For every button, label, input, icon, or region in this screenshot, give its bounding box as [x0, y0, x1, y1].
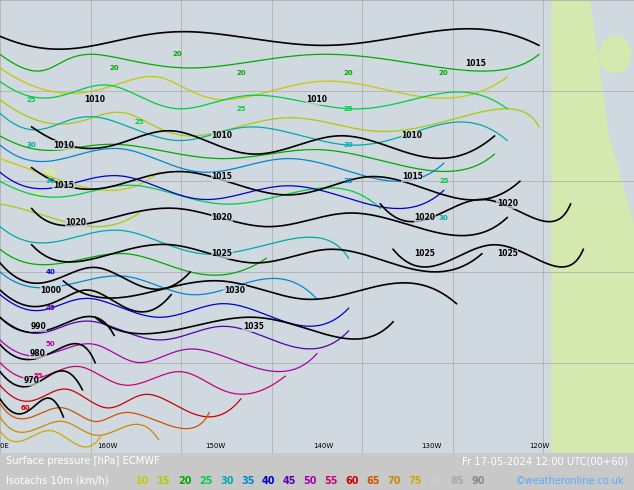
Text: 20: 20	[344, 70, 354, 75]
Text: 140W: 140W	[313, 443, 333, 449]
Text: 80: 80	[429, 476, 443, 486]
Text: 30: 30	[46, 178, 56, 184]
Text: 45: 45	[46, 305, 56, 311]
Text: 1020: 1020	[65, 218, 87, 226]
Text: 25: 25	[439, 178, 448, 184]
Text: 50: 50	[46, 342, 56, 347]
Text: 35: 35	[241, 476, 254, 486]
Text: Fr 17-05-2024 12:00 UTC(00+60): Fr 17-05-2024 12:00 UTC(00+60)	[462, 456, 628, 466]
Text: 85: 85	[450, 476, 463, 486]
Text: 1010: 1010	[211, 131, 233, 141]
Text: 60: 60	[20, 405, 30, 411]
Text: 25: 25	[27, 97, 36, 103]
Text: 1010: 1010	[306, 95, 328, 104]
Text: 90: 90	[471, 476, 484, 486]
Text: 170E: 170E	[0, 443, 9, 449]
Text: 25: 25	[199, 476, 212, 486]
Text: 40: 40	[46, 269, 56, 275]
Text: 35: 35	[344, 178, 354, 184]
Text: 1030: 1030	[224, 286, 245, 294]
Text: 980: 980	[30, 349, 46, 358]
Text: 160W: 160W	[98, 443, 118, 449]
Text: 20: 20	[236, 70, 246, 75]
Text: 990: 990	[30, 322, 46, 331]
Text: 1035: 1035	[243, 322, 264, 331]
Text: 30: 30	[220, 476, 233, 486]
Text: 55: 55	[34, 373, 42, 379]
Text: 75: 75	[408, 476, 422, 486]
Text: 130W: 130W	[421, 443, 441, 449]
Text: 50: 50	[304, 476, 317, 486]
Text: 60: 60	[346, 476, 359, 486]
Text: 40: 40	[262, 476, 275, 486]
Text: 30: 30	[344, 142, 354, 148]
Text: 55: 55	[325, 476, 338, 486]
Text: 120W: 120W	[529, 443, 549, 449]
Polygon shape	[552, 0, 634, 453]
Text: 70: 70	[387, 476, 401, 486]
Ellipse shape	[599, 36, 631, 73]
Text: 65: 65	[366, 476, 380, 486]
Text: Surface pressure [hPa] ECMWF: Surface pressure [hPa] ECMWF	[6, 456, 160, 466]
Text: 1015: 1015	[402, 172, 422, 181]
Text: 1020: 1020	[496, 199, 518, 208]
Text: 20: 20	[172, 51, 183, 57]
Text: 30: 30	[27, 142, 37, 148]
Text: 970: 970	[23, 376, 40, 385]
Text: ©weatheronline.co.uk: ©weatheronline.co.uk	[516, 476, 624, 486]
Text: 45: 45	[283, 476, 296, 486]
Text: 1010: 1010	[53, 141, 74, 149]
Ellipse shape	[567, 109, 586, 145]
Ellipse shape	[33, 193, 43, 197]
Text: 1025: 1025	[497, 249, 517, 258]
Text: 1015: 1015	[465, 59, 486, 68]
Text: 1020: 1020	[211, 213, 233, 222]
Text: 1015: 1015	[212, 172, 232, 181]
Text: 20: 20	[109, 65, 119, 71]
Text: 1025: 1025	[212, 249, 232, 258]
Text: 1000: 1000	[40, 286, 61, 294]
Text: 1010: 1010	[401, 131, 423, 141]
Text: 1015: 1015	[53, 181, 74, 190]
Ellipse shape	[571, 68, 596, 95]
Text: 1010: 1010	[84, 95, 106, 104]
Text: 30: 30	[439, 215, 449, 220]
Text: 25: 25	[135, 120, 144, 125]
Text: 1025: 1025	[415, 249, 435, 258]
Text: Isotachs 10m (km/h): Isotachs 10m (km/h)	[6, 476, 109, 486]
Ellipse shape	[44, 169, 57, 175]
Text: 15: 15	[157, 476, 171, 486]
Text: 20: 20	[439, 70, 449, 75]
Text: 25: 25	[236, 106, 245, 112]
Text: 1020: 1020	[414, 213, 436, 222]
Text: 20: 20	[178, 476, 191, 486]
Text: 10: 10	[136, 476, 150, 486]
Text: 25: 25	[344, 106, 353, 112]
Text: 150W: 150W	[205, 443, 226, 449]
